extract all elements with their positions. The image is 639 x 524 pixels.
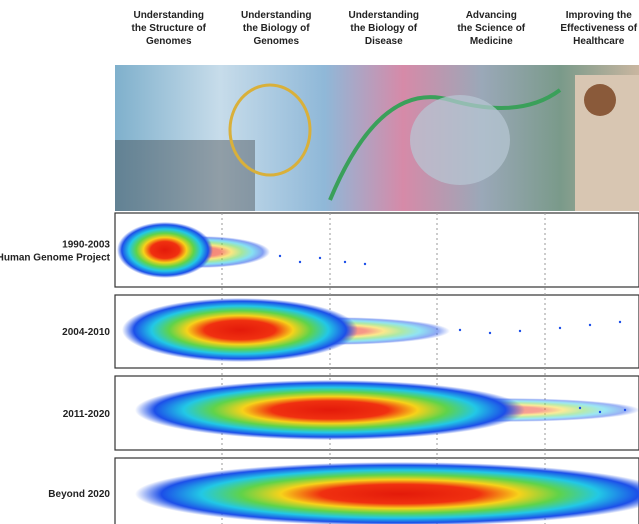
column-header: the Structure of xyxy=(132,23,207,34)
column-header: the Biology of xyxy=(243,23,310,34)
column-header: the Science of xyxy=(457,23,525,34)
column-header: Improving the xyxy=(566,10,633,21)
column-header: the Biology of xyxy=(350,23,417,34)
image-strip xyxy=(115,65,639,211)
density-blobs xyxy=(117,222,639,524)
row-labels: 1990-2003 Human Genome Project 2004-2010 20… xyxy=(0,240,111,501)
row-label: 1990-2003 xyxy=(62,240,110,251)
row-label: Beyond 2020 xyxy=(48,489,110,500)
row-label: 2011-2020 xyxy=(63,409,111,420)
column-header: Effectiveness of xyxy=(560,23,637,34)
row-label: 2004-2010 xyxy=(62,327,110,338)
column-header: Understanding xyxy=(133,10,204,21)
column-header: Disease xyxy=(365,36,403,47)
column-header: Understanding xyxy=(241,10,312,21)
column-header: Advancing xyxy=(466,10,517,21)
column-header: Genomes xyxy=(146,36,192,47)
row-label: Human Genome Project xyxy=(0,253,111,264)
column-header: Understanding xyxy=(348,10,419,21)
column-header: Healthcare xyxy=(573,36,625,47)
header: Understanding the Structure of Genomes Unde… xyxy=(132,10,638,47)
column-header: Genomes xyxy=(253,36,299,47)
column-header: Medicine xyxy=(470,36,513,47)
